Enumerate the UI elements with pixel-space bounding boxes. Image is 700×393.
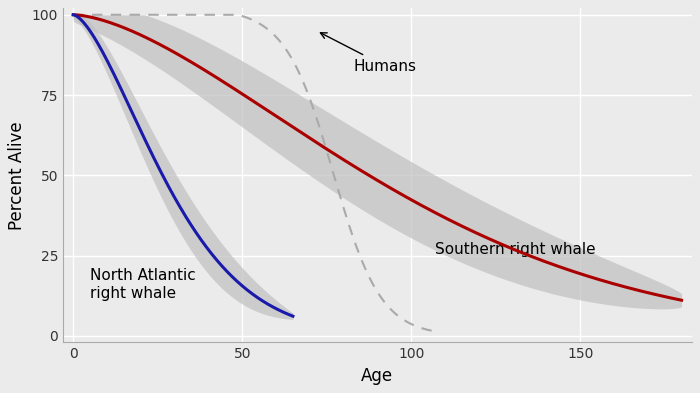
Y-axis label: Percent Alive: Percent Alive bbox=[8, 121, 27, 230]
Text: Humans: Humans bbox=[321, 33, 416, 73]
X-axis label: Age: Age bbox=[361, 367, 393, 385]
Text: North Atlantic
right whale: North Atlantic right whale bbox=[90, 268, 196, 301]
Text: Southern right whale: Southern right whale bbox=[435, 242, 596, 257]
